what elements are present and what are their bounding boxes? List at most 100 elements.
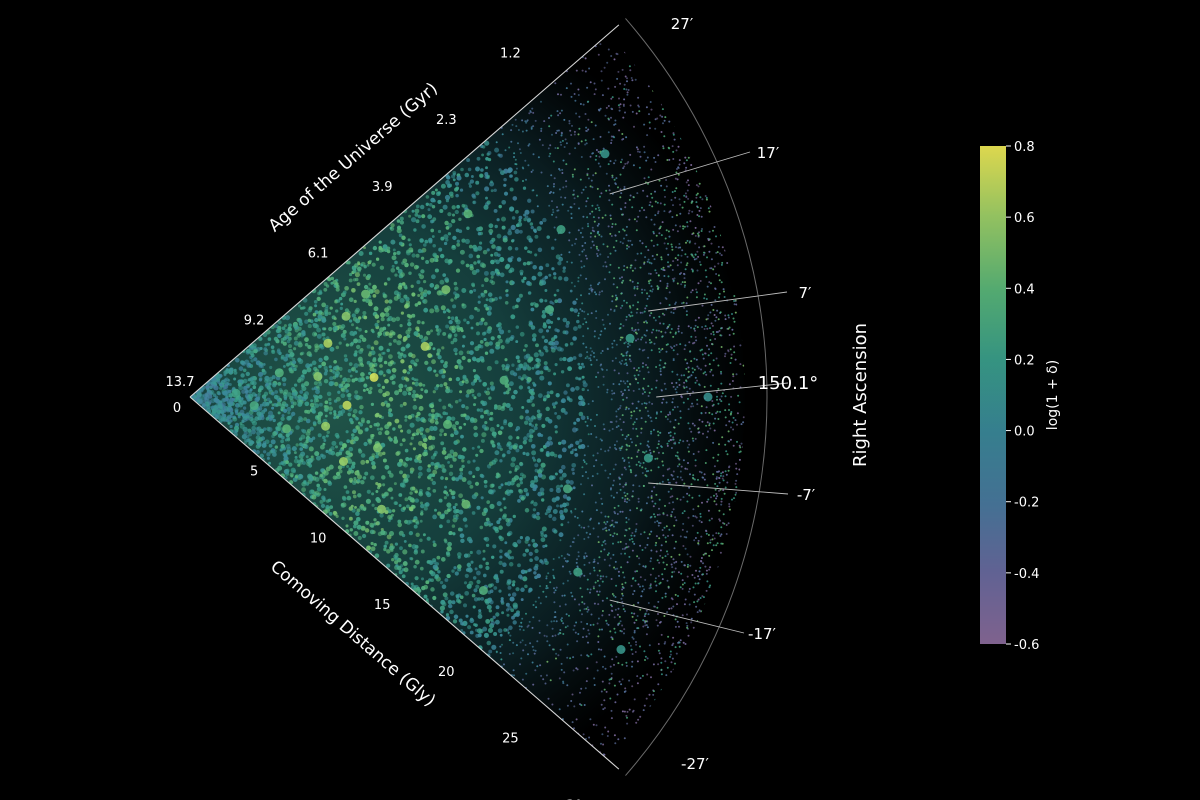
density-point	[686, 189, 689, 192]
density-point	[599, 438, 602, 441]
density-point	[458, 229, 463, 234]
density-point	[672, 508, 675, 511]
density-point	[561, 398, 566, 404]
density-point	[672, 158, 675, 160]
density-point	[708, 422, 711, 425]
density-point	[652, 428, 655, 431]
density-point	[430, 455, 435, 460]
density-point	[571, 693, 574, 696]
density-point	[527, 653, 529, 656]
density-point	[550, 620, 553, 623]
density-point	[698, 570, 701, 573]
density-point	[683, 273, 686, 276]
density-point	[629, 239, 632, 242]
density-point	[533, 426, 538, 431]
density-point	[580, 415, 586, 421]
density-point	[468, 184, 472, 188]
density-point	[325, 434, 329, 438]
density-point	[562, 357, 567, 362]
density-point	[460, 621, 464, 626]
density-point	[407, 238, 411, 242]
density-point	[517, 359, 521, 363]
density-point	[345, 430, 349, 434]
density-point	[506, 521, 511, 527]
density-point	[353, 476, 357, 481]
density-point	[440, 441, 445, 446]
density-point	[687, 197, 690, 200]
density-point	[508, 470, 512, 474]
density-point	[407, 391, 412, 396]
density-point	[369, 424, 373, 429]
density-point	[492, 615, 496, 619]
density-point	[581, 227, 584, 230]
density-point	[591, 229, 594, 232]
density-point	[401, 235, 406, 241]
density-point	[519, 536, 524, 540]
density-point	[558, 256, 564, 262]
density-point	[589, 624, 592, 626]
density-point	[525, 121, 528, 124]
density-point	[598, 291, 601, 294]
density-point	[634, 259, 637, 262]
density-point	[502, 237, 508, 243]
density-point	[568, 239, 571, 242]
density-point	[483, 289, 488, 294]
density-point	[603, 527, 606, 530]
density-point	[251, 380, 257, 386]
density-point	[335, 287, 340, 292]
density-point	[622, 604, 625, 607]
density-point	[637, 338, 640, 341]
density-point	[671, 347, 673, 349]
density-point	[635, 418, 638, 420]
density-point	[397, 354, 403, 360]
density-point	[621, 242, 624, 245]
density-point	[518, 293, 523, 298]
density-point	[392, 427, 396, 431]
density-point	[501, 611, 505, 615]
density-point	[476, 358, 481, 363]
density-point	[489, 589, 494, 594]
density-point	[594, 425, 596, 427]
density-point	[645, 159, 648, 162]
density-point	[362, 273, 367, 277]
density-point	[370, 434, 374, 438]
density-point	[708, 250, 711, 253]
density-point	[329, 346, 335, 352]
density-point	[409, 557, 413, 560]
density-point	[507, 329, 511, 333]
density-point	[646, 297, 649, 300]
density-point	[537, 247, 543, 253]
density-point	[654, 214, 657, 217]
density-point	[574, 147, 577, 150]
density-point	[514, 177, 519, 182]
density-point	[435, 324, 439, 329]
density-point	[444, 220, 449, 226]
density-point	[653, 258, 656, 261]
density-point	[258, 387, 262, 392]
density-point	[696, 250, 699, 253]
density-point	[434, 465, 439, 470]
density-point	[708, 568, 711, 571]
density-point	[601, 733, 604, 736]
density-point	[405, 329, 411, 335]
density-point	[466, 226, 470, 230]
density-point	[707, 314, 710, 317]
density-point	[311, 387, 315, 391]
density-point	[517, 142, 519, 145]
density-point	[570, 95, 573, 98]
density-point	[645, 329, 648, 332]
density-point	[548, 273, 552, 277]
density-point	[408, 364, 413, 369]
density-point	[671, 401, 674, 404]
density-point	[524, 420, 529, 425]
density-point	[695, 358, 698, 361]
density-point	[473, 396, 477, 400]
density-point	[446, 573, 451, 579]
density-point	[205, 395, 210, 401]
density-point	[298, 332, 302, 336]
density-point	[536, 362, 541, 367]
density-point	[550, 246, 555, 250]
density-point	[490, 275, 494, 279]
density-point	[738, 468, 741, 471]
density-point	[706, 344, 708, 347]
